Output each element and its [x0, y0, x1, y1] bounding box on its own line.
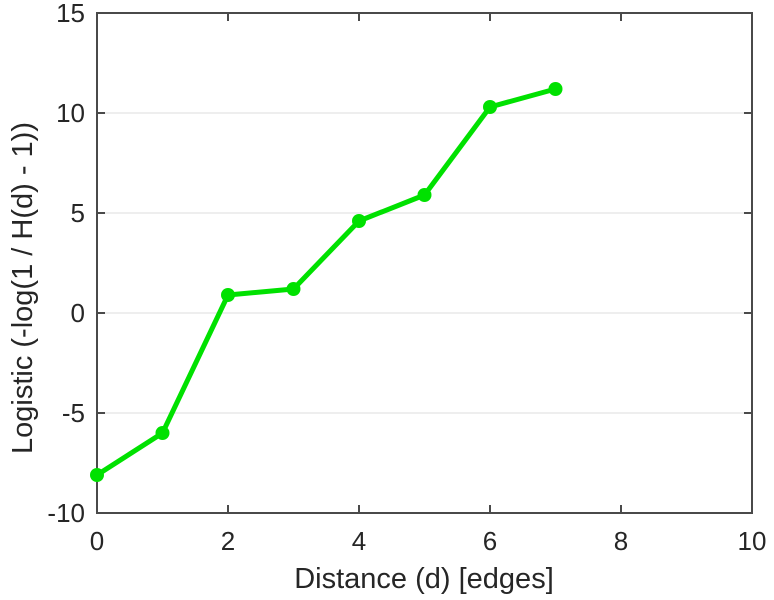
data-point — [548, 82, 563, 96]
x-tick-label: 4 — [352, 526, 366, 556]
axes-layer — [96, 12, 753, 514]
data-point — [90, 468, 104, 482]
y-tick-label: -5 — [62, 398, 85, 428]
data-point — [286, 282, 301, 296]
plot-frame — [96, 12, 753, 514]
y-tick-label: -10 — [47, 498, 85, 528]
y-axis-label: Logistic (-log(1 / H(d) - 1)) — [7, 122, 39, 454]
data-point — [155, 426, 170, 440]
x-tick-label: 10 — [738, 526, 767, 556]
grid-layer — [97, 112, 752, 414]
y-tick-label: 0 — [71, 298, 85, 328]
data-line — [94, 86, 558, 478]
x-tick-label: 0 — [90, 526, 104, 556]
y-tick-label: 15 — [56, 0, 85, 28]
x-axis-label: Distance (d) [edges] — [294, 563, 554, 595]
y-tick-label: 10 — [56, 98, 85, 128]
x-tick-label: 6 — [483, 526, 497, 556]
data-point — [352, 214, 366, 228]
data-point — [417, 188, 432, 202]
y-tick-label: 5 — [71, 198, 85, 228]
data-point — [483, 100, 497, 114]
x-tick-label: 8 — [614, 526, 628, 556]
tick-label-layer: 0 2 4 6 8 10 -10 -5 0 5 10 15 — [47, 0, 766, 556]
data-point — [221, 288, 235, 302]
series-layer — [90, 82, 563, 482]
x-tick-label: 2 — [221, 526, 235, 556]
